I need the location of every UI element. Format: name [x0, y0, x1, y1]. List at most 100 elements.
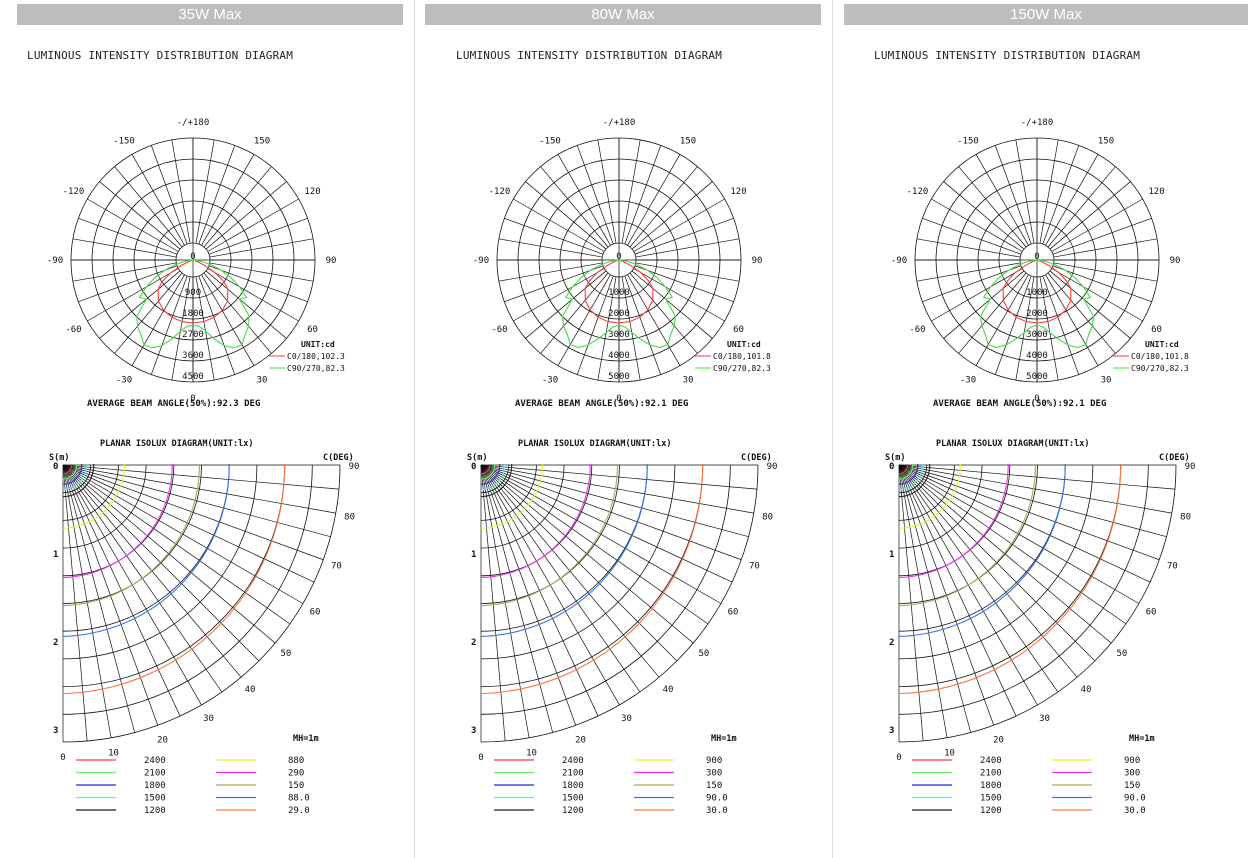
polar-spoke	[624, 145, 662, 245]
polar-spoke	[1049, 270, 1131, 339]
polar-spoke	[99, 181, 181, 250]
isolux-s-tick: 3	[889, 726, 894, 736]
isolux-spoke	[480, 464, 577, 726]
polar-angle-label: 90	[752, 256, 763, 266]
polar-angle-label: 90	[1170, 256, 1181, 266]
panel-header: 35W Max	[17, 4, 403, 25]
isolux-angle-tick: 40	[1081, 685, 1092, 695]
panel-divider	[414, 0, 415, 858]
polar-spoke	[525, 270, 607, 339]
isolux-s-tick: 2	[889, 638, 894, 648]
polar-spoke	[943, 181, 1025, 250]
legend-label: 29.0	[288, 806, 310, 816]
polar-series-c0	[1002, 259, 1072, 324]
polar-spoke	[634, 265, 734, 303]
polar-spoke	[1052, 265, 1152, 303]
polar-series-c90	[136, 259, 250, 349]
isolux-spoke	[480, 464, 722, 604]
polar-radial-tick: 4500	[182, 372, 204, 382]
polar-angle-label: -30	[960, 376, 976, 386]
isolux-angle-tick: 90	[767, 462, 778, 472]
isolux-c-label: C(DEG)	[323, 453, 354, 463]
polar-radial-tick: 0	[616, 252, 621, 262]
polar-spoke	[201, 274, 255, 366]
isolux-contour	[898, 463, 924, 491]
isolux-contour	[480, 463, 704, 695]
polar-spoke	[631, 270, 713, 339]
polar-spoke	[525, 181, 607, 250]
legend-label: 30.0	[706, 806, 728, 816]
polar-angle-label: -150	[113, 136, 135, 146]
polar-spoke	[198, 275, 236, 375]
isolux-contour	[898, 463, 961, 529]
isolux-contour	[62, 463, 83, 485]
polar-legend-label: C90/270,82.3	[713, 364, 771, 373]
legend-label: 30.0	[1124, 806, 1146, 816]
polar-legend-label: C0/180,102.3	[287, 352, 345, 361]
isolux-spoke	[898, 464, 1096, 662]
isolux-contour	[62, 463, 230, 638]
panel-header: 150W Max	[844, 4, 1248, 25]
polar-spoke	[209, 262, 314, 282]
polar-angle-label: 120	[304, 187, 320, 197]
isolux-spoke	[898, 464, 924, 741]
isolux-angle-tick: 60	[728, 608, 739, 618]
polar-spoke	[209, 238, 314, 258]
isolux-spoke	[480, 464, 694, 644]
polar-angle-label: 30	[257, 376, 268, 386]
polar-spoke	[1015, 276, 1035, 381]
polar-spoke	[627, 274, 681, 366]
legend-label: 300	[1124, 769, 1140, 779]
isolux-angle-tick: 10	[108, 749, 119, 759]
polar-unit-label: UNIT:cd	[1145, 340, 1179, 349]
isolux-spoke	[898, 464, 1151, 583]
polar-angle-label: -60	[491, 325, 507, 335]
isolux-spoke	[898, 464, 995, 726]
isolux-angle-tick: 20	[575, 735, 586, 745]
isolux-angle-tick: 30	[1039, 714, 1050, 724]
polar-radial-tick: 4000	[608, 351, 630, 361]
isolux-s-tick: 0	[53, 462, 58, 472]
isolux-contour	[480, 463, 506, 491]
polar-angle-label: 60	[1151, 325, 1162, 335]
polar-spoke	[195, 276, 215, 381]
polar-radial-tick: 2000	[1026, 309, 1048, 319]
isolux-angle-tick: 50	[280, 649, 291, 659]
polar-angle-label: 30	[683, 376, 694, 386]
polar-angle-label: 90	[326, 256, 337, 266]
polar-spoke	[633, 268, 725, 322]
polar-spoke	[629, 272, 698, 354]
polar-spoke	[1047, 272, 1116, 354]
polar-spoke	[994, 275, 1032, 375]
panel-150w: 150W Max LUMINOUS INTENSITY DISTRIBUTION…	[836, 0, 1248, 858]
isolux-contour	[480, 463, 513, 498]
polar-spoke	[1049, 181, 1131, 250]
polar-angle-label: -60	[65, 325, 81, 335]
isolux-spoke	[480, 464, 506, 741]
polar-chart: -/+180 150 120 90 60 30 0 -30 -60 -90 -120 -150 0 100…	[891, 118, 1189, 409]
polar-angle-label: -90	[47, 256, 63, 266]
polar-angle-label: 150	[1098, 136, 1114, 146]
isolux-contour	[480, 463, 491, 475]
isolux-spoke	[480, 464, 754, 514]
polar-radial-tick: 1000	[608, 288, 630, 298]
polar-radial-tick: 3600	[182, 351, 204, 361]
polar-spoke	[1051, 198, 1143, 252]
isolux-spoke	[62, 464, 291, 625]
polar-spoke	[87, 198, 179, 252]
isolux-s-tick: 1	[889, 550, 894, 560]
isolux-legend: 2400 2100 1800 1500 1200 880 290 150 88.0 29.0	[76, 756, 310, 816]
legend-label: 1800	[562, 781, 584, 791]
isolux-title: PLANAR ISOLUX DIAGRAM(UNIT:lx)	[518, 439, 672, 449]
chart-svg: -/+1801501209060300-30-60-90-120-1500100…	[467, 118, 778, 816]
isolux-contour	[898, 463, 914, 480]
polar-radial-tick: 4000	[1026, 351, 1048, 361]
isolux-angle-tick: 40	[663, 685, 674, 695]
polar-spoke	[627, 154, 681, 246]
isolux-contour	[62, 463, 286, 695]
polar-angle-label: 150	[254, 136, 270, 146]
polar-spoke	[540, 272, 609, 354]
isolux-spoke	[898, 464, 1160, 561]
isolux-angle-tick: 10	[944, 749, 955, 759]
polar-legend-label: C90/270,82.3	[1131, 364, 1189, 373]
